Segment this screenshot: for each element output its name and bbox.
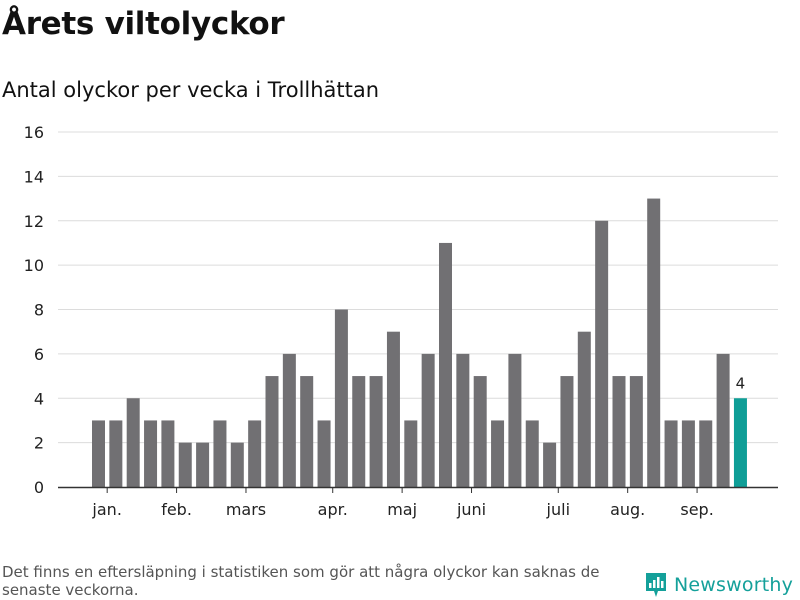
bar <box>439 242 452 487</box>
bar <box>282 353 296 487</box>
x-tick-label: sep. <box>680 500 713 519</box>
bar <box>386 331 400 487</box>
x-tick-label: juni <box>456 500 486 519</box>
bar-chart: 0 2 4 6 8 10 12 14 16 4 jan. feb. mars apr. maj juni jul… <box>24 123 778 519</box>
bar-value-label: 4 <box>736 374 746 392</box>
chart-subtitle: Antal olyckor per vecka i Trollhättan <box>2 78 380 102</box>
bar <box>334 309 348 487</box>
y-tick-label: 8 <box>34 301 44 320</box>
bar <box>230 442 244 487</box>
bar <box>213 420 227 487</box>
bar <box>525 420 539 487</box>
y-tick-label: 6 <box>34 345 44 364</box>
bar <box>508 353 522 487</box>
bar-highlight <box>733 398 747 487</box>
bar <box>92 420 105 487</box>
bar <box>473 376 487 487</box>
x-tick-label: apr. <box>318 500 348 519</box>
y-tick-label: 12 <box>24 212 44 231</box>
bar <box>647 198 661 487</box>
y-tick-label: 2 <box>34 434 44 453</box>
bar <box>681 420 695 487</box>
y-tick-label: 4 <box>34 389 44 408</box>
footnote: Det finns en eftersläpning i statistiken… <box>2 563 600 599</box>
bar <box>317 420 331 487</box>
x-tick-label: aug. <box>610 500 645 519</box>
x-tick-label: mars <box>226 500 266 519</box>
bar <box>248 420 262 487</box>
bar <box>699 420 713 487</box>
bar <box>265 376 279 487</box>
bar <box>595 220 609 487</box>
bar <box>352 376 366 487</box>
bar <box>560 376 574 487</box>
bar <box>109 420 123 487</box>
bar <box>178 442 192 487</box>
bar <box>577 331 591 487</box>
bar <box>612 376 626 487</box>
bar <box>491 420 505 487</box>
bar <box>196 442 210 487</box>
bar <box>421 353 435 487</box>
bar <box>456 353 470 487</box>
bar <box>543 442 557 487</box>
bar <box>161 420 175 487</box>
bar <box>629 376 643 487</box>
bar <box>716 353 730 487</box>
brand-name: Newsworthy <box>674 574 794 596</box>
x-tick-label: feb. <box>161 500 192 519</box>
bar <box>300 376 314 487</box>
bar <box>144 420 158 487</box>
bar <box>126 398 140 487</box>
newsworthy-icon <box>646 573 666 597</box>
bar <box>664 420 678 487</box>
bar <box>369 376 383 487</box>
y-tick-label: 10 <box>24 256 44 275</box>
x-tick-label: jan. <box>91 500 121 519</box>
x-tick-label: maj <box>387 500 417 519</box>
y-tick-label: 14 <box>24 167 44 186</box>
y-tick-label: 16 <box>24 123 44 142</box>
bar <box>404 420 418 487</box>
newsworthy-logo: Newsworthy <box>644 570 793 600</box>
chart-title: Årets viltolyckor <box>2 6 285 42</box>
y-tick-label: 0 <box>34 478 44 497</box>
x-tick-label: juli <box>546 500 570 519</box>
